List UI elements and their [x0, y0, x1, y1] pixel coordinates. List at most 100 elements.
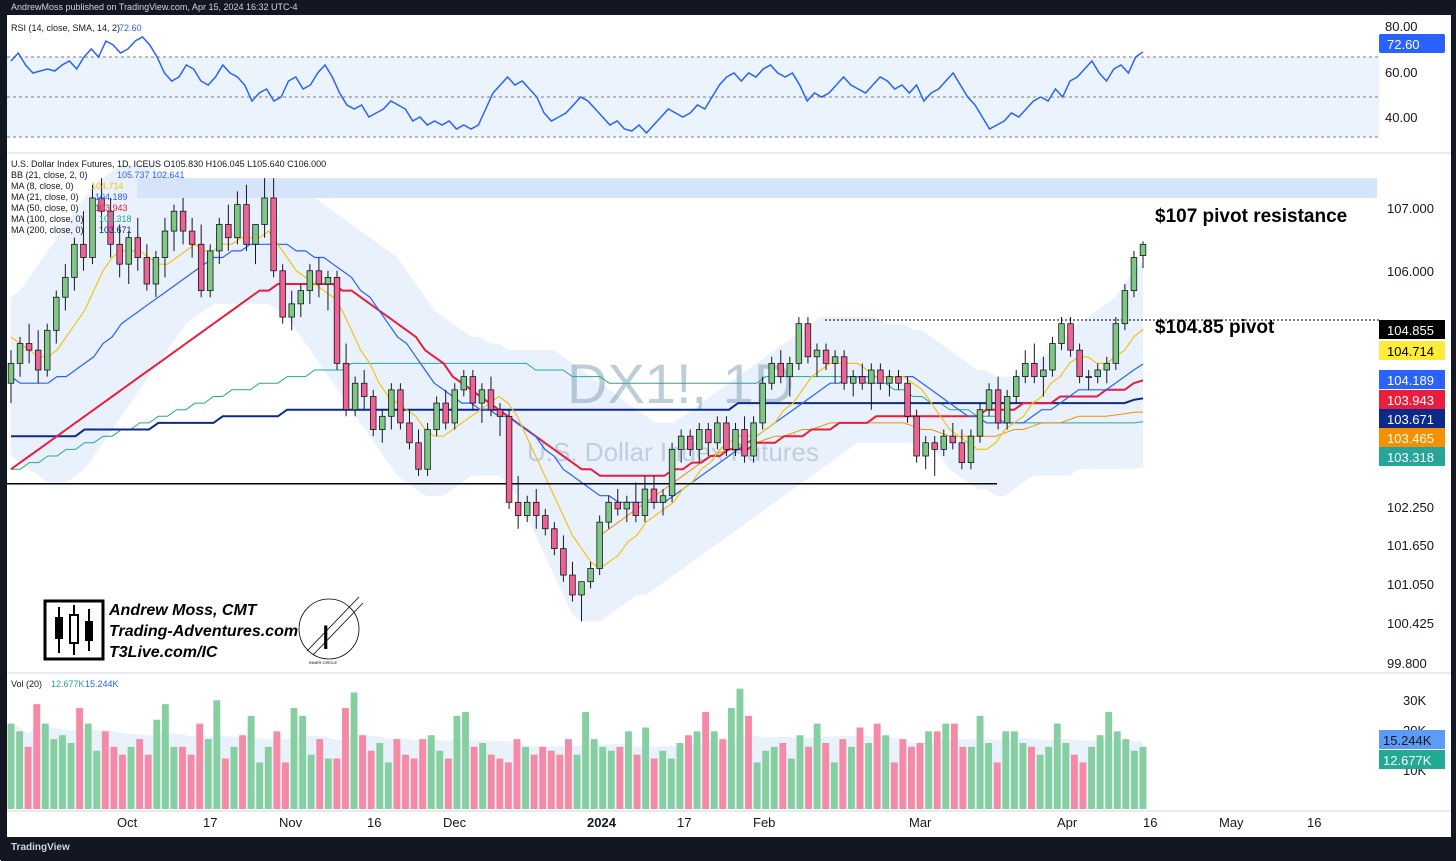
volume-bar	[950, 723, 958, 809]
candle-body	[16, 343, 24, 364]
candle-body	[686, 435, 694, 450]
volume-bar	[84, 723, 92, 809]
candle	[877, 363, 884, 390]
candle-body	[560, 548, 567, 576]
volume-bar	[762, 750, 770, 809]
candle-body	[397, 389, 404, 424]
candle-body	[469, 376, 477, 404]
candle-body	[587, 568, 594, 583]
volume-bar	[599, 746, 607, 809]
candle	[904, 376, 911, 423]
volume-bar	[1130, 750, 1138, 809]
time-axis[interactable]: Oct 17 Nov 16 Dec 2024 17 Feb Mar Apr 16…	[117, 815, 1321, 830]
candle	[107, 198, 114, 258]
volume-bar	[419, 739, 427, 809]
candle	[1130, 250, 1138, 298]
volume-bar	[196, 723, 204, 809]
volume-bar	[693, 731, 701, 809]
candle-body	[696, 429, 703, 450]
volume-bar	[1113, 731, 1121, 809]
candle-body	[1085, 376, 1092, 379]
candle-body	[505, 415, 513, 503]
candle-body	[759, 382, 766, 424]
candle	[940, 429, 947, 456]
volume-bar	[127, 746, 135, 809]
time-tick-17-oct: 17	[203, 815, 217, 830]
volume-bar	[264, 746, 272, 809]
volume-bar	[410, 758, 418, 809]
volume-bar	[942, 723, 950, 809]
candle	[451, 383, 458, 430]
chart-svg[interactable]: RSI (14, close, SMA, 14, 2) 72.60 80.00 …	[7, 15, 1451, 837]
publish-info: AndrewMoss published on TradingView.com,…	[11, 2, 298, 12]
candle	[813, 343, 821, 377]
rsi-label: RSI (14, close, SMA, 14, 2)	[11, 23, 120, 33]
candle	[1067, 317, 1074, 357]
volume-bar	[230, 746, 238, 809]
candle-body	[732, 429, 739, 450]
candle-body	[1121, 290, 1129, 325]
candle	[179, 198, 187, 245]
candle	[985, 383, 993, 417]
candle-body	[668, 448, 676, 497]
inner-circle-logo: I	[298, 596, 364, 660]
candle-body	[768, 362, 775, 384]
price-label-2: 104.189	[1379, 370, 1445, 389]
candle	[994, 376, 1002, 430]
candle-body	[714, 422, 721, 444]
candle	[542, 508, 549, 536]
candle-body	[605, 501, 612, 523]
candle-body	[261, 197, 268, 225]
candle	[116, 224, 123, 278]
candle-body	[152, 257, 160, 285]
candle	[732, 422, 739, 456]
price-label-2-text: 104.189	[1387, 373, 1434, 388]
candle-body	[1076, 349, 1083, 378]
volume-bar	[342, 708, 349, 809]
candle	[207, 244, 214, 298]
candle	[261, 178, 268, 238]
indicator-ma100-value: 103.318	[99, 214, 132, 224]
volume-bar	[796, 735, 804, 809]
time-tick-16-apr: 16	[1143, 815, 1157, 830]
volume-bar	[1105, 711, 1113, 809]
ma200-line	[11, 397, 1144, 438]
candle	[840, 350, 848, 390]
volume-bar	[633, 754, 641, 809]
volume-label-0: 15.244K	[1379, 730, 1445, 749]
candle-body	[840, 356, 848, 384]
volume-bar	[830, 762, 838, 809]
ma100-line	[11, 362, 1144, 470]
candle	[89, 184, 96, 265]
volume-bar	[659, 750, 667, 809]
candle	[741, 416, 748, 463]
candle	[143, 244, 151, 291]
candle-body	[922, 442, 929, 457]
candle	[895, 370, 902, 390]
svg-text:I: I	[321, 619, 330, 657]
rsi-pane: RSI (14, close, SMA, 14, 2) 72.60 80.00 …	[7, 19, 1445, 138]
candle-body	[1040, 369, 1047, 378]
candle	[1094, 363, 1101, 384]
volume-bar	[470, 746, 478, 809]
volume-bar	[384, 762, 392, 809]
volume-bar	[1096, 735, 1104, 809]
volume-bar	[736, 688, 744, 809]
volume-bar	[745, 715, 752, 809]
volume-bar	[110, 746, 118, 809]
candle-body	[188, 230, 196, 245]
candle-body	[225, 224, 232, 239]
resistance-zone	[137, 178, 1377, 198]
volume-bar	[16, 731, 24, 809]
footer-bar: TradingView	[1, 837, 1456, 861]
candle	[677, 429, 685, 463]
chart-area[interactable]: RSI (14, close, SMA, 14, 2) 72.60 80.00 …	[7, 15, 1451, 837]
candle-body	[34, 349, 42, 371]
volume-bar	[1079, 762, 1087, 809]
volume-bar	[221, 758, 229, 809]
tradingview-logo[interactable]: TradingView	[11, 842, 70, 853]
volume-label-1-text: 12.677K	[1383, 753, 1432, 768]
candle-body	[895, 376, 902, 384]
price-label-4: 103.671	[1379, 409, 1445, 428]
candle	[859, 363, 866, 390]
